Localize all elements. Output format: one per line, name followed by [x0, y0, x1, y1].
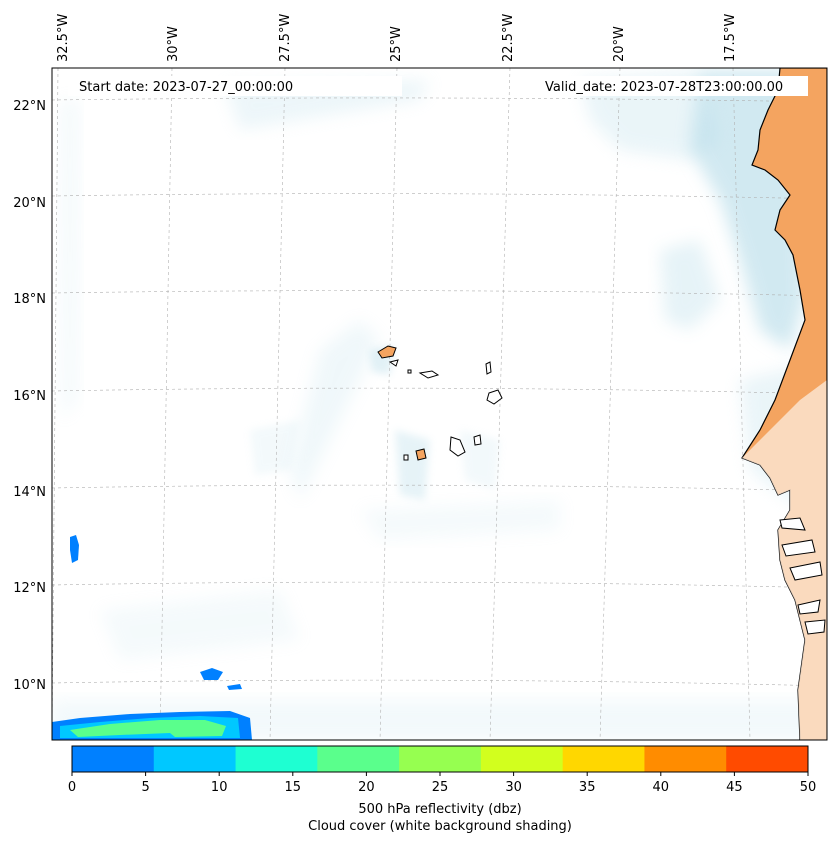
colorbar-tick-label: 25	[432, 780, 449, 795]
colorbar-segment	[726, 746, 809, 772]
lon-label: 17.5°W	[723, 14, 738, 62]
latitude-labels: 22°N 20°N 18°N 16°N 14°N 12°N 10°N	[13, 99, 46, 693]
lat-label: 18°N	[13, 292, 46, 307]
map-frame	[51, 67, 828, 741]
colorbar	[72, 746, 809, 772]
colorbar-segment	[562, 746, 645, 772]
colorbar-tick-label: 40	[653, 780, 670, 795]
coastal-inlets	[779, 517, 826, 635]
coastal-shading	[742, 380, 827, 740]
colorbar-tick-label: 0	[68, 780, 76, 795]
colorbar-tick-label: 5	[141, 780, 149, 795]
colorbar-title: 500 hPa reflectivity (dbz)	[358, 802, 521, 817]
colorbar-tick-label: 20	[358, 780, 375, 795]
colorbar-segment	[153, 746, 237, 772]
lon-label: 25°W	[389, 26, 404, 62]
lat-label: 14°N	[13, 485, 46, 500]
colorbar-subtitle: Cloud cover (white background shading)	[308, 819, 572, 834]
colorbar-tick-label: 10	[211, 780, 228, 795]
colorbar-tick-label: 30	[505, 780, 522, 795]
lon-label: 27.5°W	[278, 14, 293, 62]
lon-label: 32.5°W	[56, 14, 71, 62]
colorbar-segment	[235, 746, 318, 772]
colorbar-tick-label: 15	[285, 780, 302, 795]
valid-date-label: Valid_date: 2023-07-28T23:00:00.00	[545, 80, 783, 95]
lat-label: 20°N	[13, 196, 46, 211]
valid-date-box	[540, 76, 808, 96]
lon-label: 30°W	[166, 26, 181, 62]
longitude-labels: 32.5°W 30°W 27.5°W 25°W 22.5°W 20°W 17.5…	[56, 14, 738, 62]
colorbar-segment	[72, 746, 155, 772]
graticule	[52, 68, 827, 740]
colorbar-segment	[644, 746, 727, 772]
lat-label: 10°N	[13, 678, 46, 693]
colorbar-tick-label: 45	[726, 780, 743, 795]
lat-label: 16°N	[13, 389, 46, 404]
colorbar-tick-label: 35	[579, 780, 596, 795]
lat-label: 22°N	[13, 99, 46, 114]
colorbar-segment	[399, 746, 482, 772]
lon-label: 20°W	[612, 26, 627, 62]
lat-label: 12°N	[13, 581, 46, 596]
start-date-box	[68, 76, 402, 96]
colorbar-segment	[480, 746, 564, 772]
colorbar-ticks: 0 5 10 15 20 25 30 35 40 45 50	[68, 772, 816, 795]
cape-verde-islands	[377, 345, 503, 461]
colorbar-tick-label: 50	[800, 780, 817, 795]
reflectivity-patches	[52, 535, 252, 740]
colorbar-segment	[317, 746, 400, 772]
lon-label: 22.5°W	[501, 14, 516, 62]
start-date-label: Start date: 2023-07-27_00:00:00	[79, 80, 293, 95]
